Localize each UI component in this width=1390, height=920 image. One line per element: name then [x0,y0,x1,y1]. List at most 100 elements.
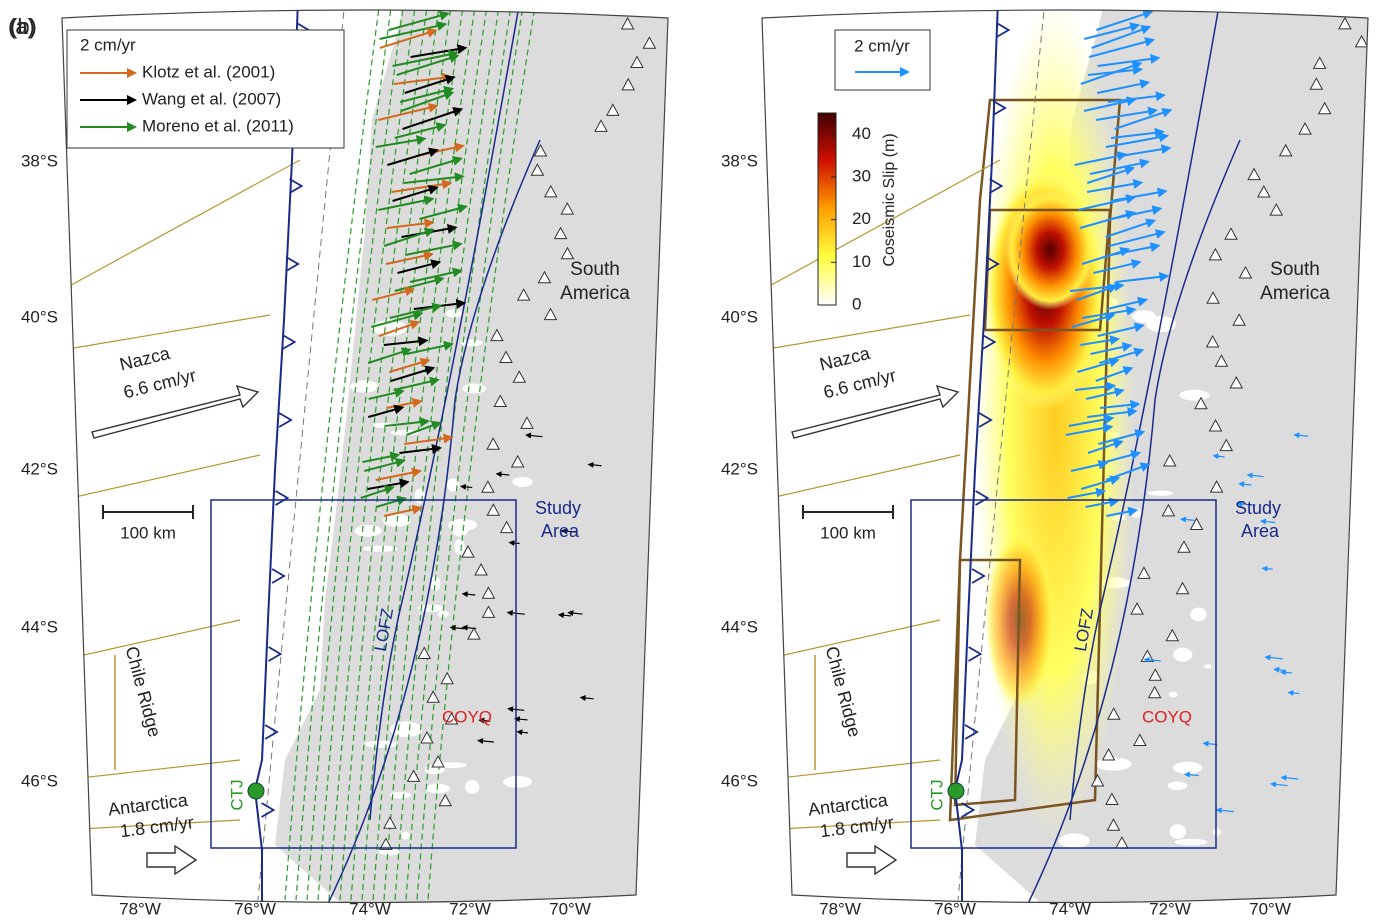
volcano [499,350,513,363]
volcano [499,520,514,534]
velocity-arrow [1183,771,1199,778]
velocity-arrow [1105,218,1157,238]
volcano [1137,566,1151,579]
lake [1203,664,1212,669]
lon-tick-label: 74°W [1049,899,1091,918]
plate-label: Nazca [118,343,173,375]
volcano [1209,480,1224,493]
plate-arrow [146,844,198,876]
ridge-segment [62,454,261,501]
lake [363,545,398,552]
lon-tick-label: 76°W [234,899,276,918]
map-panel: (a) 38°S 40°S 42°S 44°S 46°S 78°W 76°W 74°W 72°W 7… [8,9,669,918]
velocity-arrow [508,540,520,546]
velocity-arrow [1110,242,1161,256]
velocity-arrow [1080,335,1121,346]
triple-junction [947,782,965,800]
ridge-segment [62,619,241,661]
map-content [762,10,1368,903]
velocity-arrow [561,528,578,535]
volcano [481,605,496,618]
velocity-arrow [1078,194,1137,211]
velocity-arrow [1287,689,1300,696]
model-line [416,10,525,901]
volcano [1309,77,1324,90]
volcano [440,671,455,685]
velocity-arrow [375,467,423,481]
lake [512,476,533,487]
velocity-arrow [378,195,435,211]
volcano [537,270,552,284]
legend-title: 2 cm/yr [854,36,910,55]
trench-tooth [982,334,997,350]
velocity-arrow [1098,429,1146,445]
fault [319,139,541,903]
lake [389,791,412,799]
study-area-label: Study [1235,498,1281,518]
velocity-arrow [1238,481,1252,488]
lat-tick-label: 44°S [21,617,58,636]
lon-tick-label: 70°W [1249,899,1291,918]
trench-tooth [968,646,983,662]
velocity-arrow [397,259,442,274]
velocity-arrow [1071,312,1116,328]
lon-tick-label: 76°W [934,899,976,918]
velocity-arrow [392,185,439,202]
volcano [426,690,440,703]
velocity-arrow [1074,151,1128,166]
model-line [295,10,393,901]
velocity-arrow [388,357,431,373]
velocity-arrow [1080,61,1143,85]
velocity-arrow [1074,381,1117,392]
velocity-arrow [1081,247,1131,265]
velocity-arrow [587,461,602,468]
legend-box [66,29,345,149]
continent-label: America [560,283,630,304]
volcano [493,394,508,408]
plate-arrow [846,844,898,876]
velocity-arrow [1212,453,1225,460]
velocity-arrow [379,28,438,49]
velocity-arrow [1202,740,1218,747]
volcano [530,163,545,176]
ridge-label: Chile Ridge [122,644,165,739]
velocity-arrow [394,122,447,139]
velocity-arrow [1091,25,1152,49]
ridge-segment [62,159,301,291]
volcano [1219,438,1234,452]
model-line [317,10,417,901]
lat-tick-label: 40°S [21,307,58,326]
velocity-arrow [1110,127,1165,139]
volcano [1106,818,1121,831]
volcano [543,307,558,321]
volcano [490,328,504,342]
trench-tooth [978,412,993,428]
volcano [1148,668,1163,681]
volcano [1208,247,1223,261]
velocity-arrow [461,624,477,631]
velocity-arrow [388,10,450,31]
lake [454,539,465,555]
volcano [438,793,453,807]
velocity-arrow [1120,144,1172,157]
study-area [210,499,517,849]
volcano [1147,685,1162,699]
lat-tick-label: 38°S [21,151,58,170]
trench-tooth [261,802,276,818]
lon-tick-label: 78°W [119,899,161,918]
volcano [1106,707,1121,720]
volcano [1338,16,1352,30]
velocity-arrow [1246,472,1264,479]
velocity-arrow [360,485,395,499]
lake [378,848,400,856]
velocity-arrow [1105,132,1170,148]
volcano [520,416,534,429]
lake [1147,490,1174,496]
volcano [486,503,501,516]
velocity-arrow [477,737,494,744]
volcano [417,646,432,660]
trench-tooth [985,256,1000,272]
velocity-arrow [1097,79,1151,94]
velocity-arrow [449,624,465,631]
velocity-arrow [375,135,427,148]
